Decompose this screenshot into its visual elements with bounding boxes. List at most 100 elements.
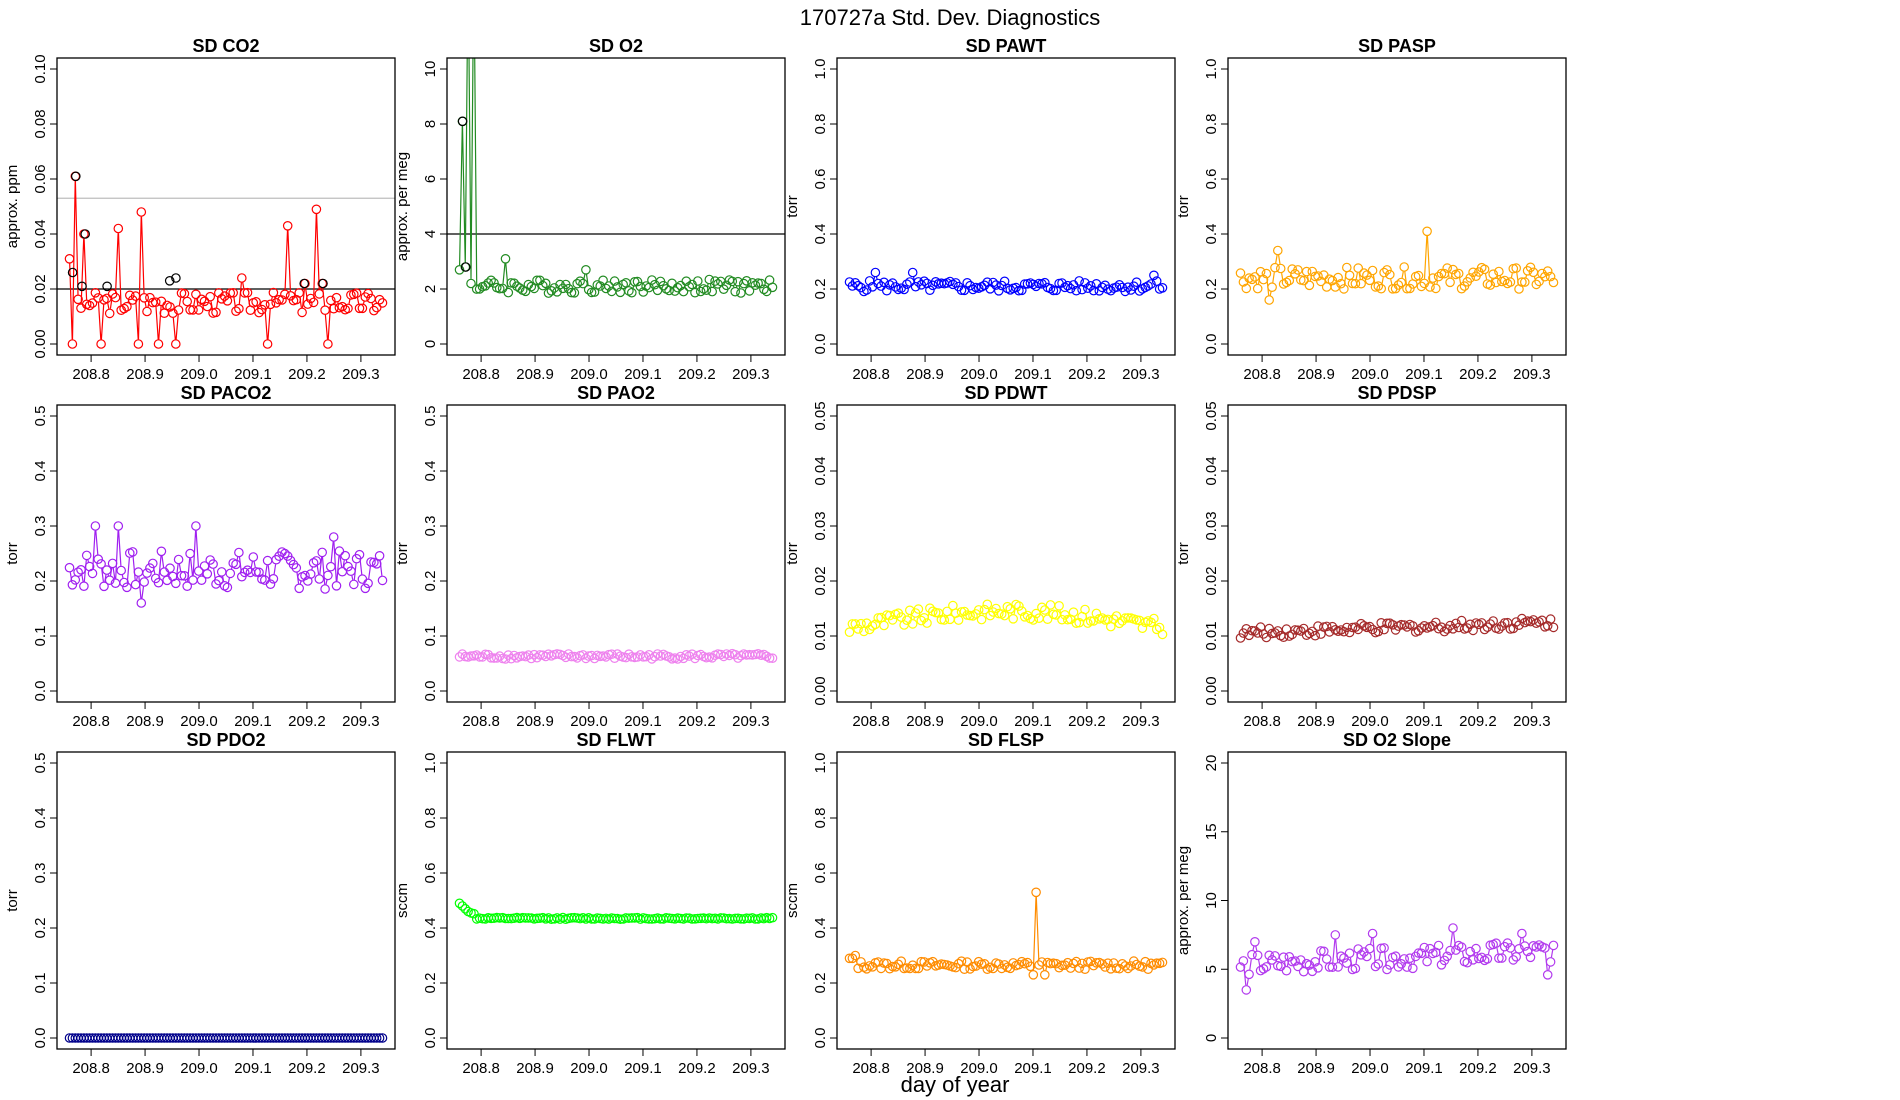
x-tick-label: 209.0 — [960, 713, 998, 730]
data-point — [314, 574, 325, 584]
data-point — [1382, 964, 1392, 975]
x-axis-label: day of year — [901, 1072, 1010, 1097]
data-point — [216, 567, 227, 577]
panel-sd-pasp: SD PASP 0.0 0.2 0.4 0.6 0.8 1.0 208.8 208.9 209.0… — [1175, 36, 1567, 383]
flagged-point — [102, 281, 112, 292]
x-tick-label: 209.3 — [732, 1060, 770, 1077]
data-point — [1273, 626, 1283, 636]
data-point — [369, 305, 379, 316]
data-point — [351, 288, 362, 298]
plot-area — [1235, 226, 1559, 305]
y-tick-label: 0.00 — [1203, 676, 1220, 705]
data-point — [664, 651, 674, 662]
data-point — [589, 653, 600, 664]
data-point — [1342, 958, 1352, 968]
y-tick-label: 0.8 — [812, 808, 829, 829]
data-point — [953, 615, 964, 625]
y-tick-label: 0.2 — [32, 918, 49, 939]
data-point — [601, 283, 611, 294]
y-tick-label: 0.2 — [1203, 279, 1220, 300]
data-point — [1252, 950, 1263, 961]
data-point — [859, 626, 869, 637]
data-point — [486, 275, 496, 286]
x-tick-label: 209.0 — [1351, 713, 1389, 730]
data-point — [1071, 285, 1082, 296]
data-point — [692, 276, 703, 286]
data-point — [1422, 956, 1432, 967]
data-point — [704, 274, 715, 285]
data-point — [282, 221, 293, 231]
y-tick-label: 0.04 — [32, 219, 49, 248]
data-point — [647, 654, 657, 664]
data-point — [1321, 621, 1332, 632]
data-point — [1445, 277, 1455, 288]
data-point — [1396, 958, 1407, 969]
data-point — [139, 577, 149, 587]
data-point — [211, 307, 221, 318]
y-tick-label: 0.04 — [812, 456, 829, 485]
data-point — [1465, 273, 1475, 283]
y-tick-label: 0.3 — [422, 516, 439, 537]
data-point — [311, 204, 322, 215]
data-point — [1284, 951, 1295, 962]
data-point — [1278, 632, 1289, 642]
data-point — [191, 521, 201, 531]
panel-sd-pawt: SD PAWT 0.0 0.2 0.4 0.6 0.8 1.0 208.8 208.9 209.0… — [784, 36, 1176, 383]
data-point — [1111, 282, 1122, 292]
y-tick-label: 0.01 — [812, 621, 829, 650]
data-point — [93, 293, 103, 303]
data-point — [153, 577, 164, 588]
data-point — [225, 568, 236, 579]
data-point — [90, 287, 101, 298]
y-axis-label: approx. ppm — [4, 165, 21, 248]
data-point — [1068, 607, 1079, 617]
data-point — [1313, 621, 1323, 631]
data-point — [890, 282, 901, 292]
y-tick-label: 0.4 — [422, 461, 439, 482]
y-tick-label: 0.05 — [1203, 401, 1220, 430]
data-point — [1301, 266, 1312, 277]
data-point — [234, 303, 244, 314]
x-tick-label: 209.1 — [624, 713, 662, 730]
data-point — [340, 550, 350, 561]
panel-title: SD O2 Slope — [1343, 730, 1451, 750]
data-point — [514, 283, 525, 293]
y-tick-label: 0.4 — [422, 918, 439, 939]
y-tick-label: 0.1 — [32, 626, 49, 647]
data-point — [168, 308, 178, 318]
data-point — [1528, 267, 1539, 278]
flagged-point — [164, 275, 175, 286]
data-point — [1054, 962, 1064, 973]
data-point — [323, 339, 333, 349]
data-point — [873, 613, 883, 623]
data-point — [1350, 278, 1361, 289]
data-point — [1149, 960, 1159, 970]
data-point — [133, 339, 144, 349]
data-point — [371, 1033, 382, 1043]
data-point — [1120, 961, 1130, 971]
data-point — [1031, 281, 1041, 292]
data-point — [1342, 262, 1352, 273]
data-point — [1014, 601, 1024, 611]
plot-frame — [836, 57, 1176, 356]
data-point — [87, 298, 98, 308]
data-point — [334, 546, 345, 556]
y-tick-label: 0 — [422, 340, 439, 348]
data-point — [1264, 295, 1274, 305]
data-point — [887, 961, 898, 972]
data-point — [976, 614, 987, 625]
data-point — [540, 278, 551, 289]
data-point — [1071, 956, 1082, 967]
data-point — [84, 300, 95, 311]
data-point — [1439, 626, 1450, 637]
x-tick-label: 209.0 — [960, 1060, 998, 1077]
data-point — [1123, 282, 1133, 292]
data-point — [1494, 624, 1504, 634]
data-point — [624, 286, 634, 296]
data-point — [1373, 281, 1384, 291]
panel-title: SD CO2 — [192, 36, 259, 56]
data-point — [130, 579, 141, 590]
data-point — [756, 278, 766, 289]
data-point — [575, 276, 585, 286]
data-point — [733, 276, 743, 287]
